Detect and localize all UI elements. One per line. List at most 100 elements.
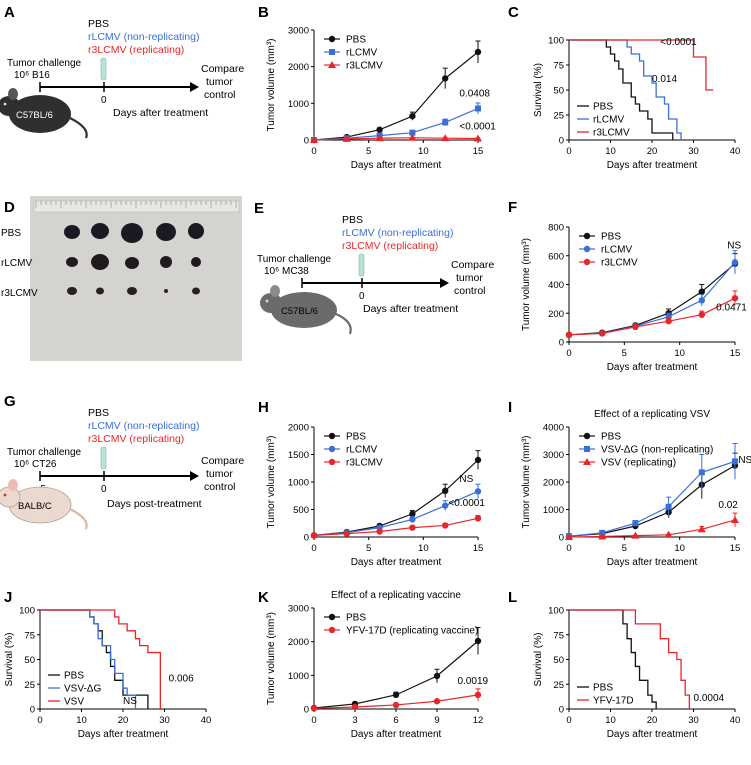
series-line-rLCMV	[313, 107, 479, 141]
label-pbs: PBS	[88, 407, 109, 419]
x-tick-label: 15	[473, 543, 484, 554]
data-point	[665, 503, 672, 510]
syringe-icon	[100, 446, 107, 470]
p-value-annotation: 0.0004	[694, 693, 725, 704]
data-point	[409, 524, 416, 531]
survival-curve-VSV	[40, 609, 161, 709]
x-axis-label: Days after treatment	[351, 557, 442, 568]
panel-letter-d: D	[4, 199, 15, 216]
y-axis-label: Tumor volume (mm³)	[266, 436, 277, 529]
y-tick-label: 50	[553, 86, 564, 97]
x-tick-label: 0	[37, 715, 42, 726]
panel-letter-a: A	[4, 4, 15, 21]
x-tick-label: 20	[118, 715, 129, 726]
x-tick-label: 0	[311, 146, 316, 157]
mouse-icon	[0, 479, 88, 530]
x-tick-label: 10	[674, 543, 685, 554]
chart-panel-k: K Effect of a replicating vaccine 0 1000 200…	[258, 589, 489, 740]
data-point	[697, 525, 706, 533]
legend-marker	[328, 61, 336, 68]
compare-line-3: control	[454, 285, 486, 297]
compare-line-3: control	[204, 481, 236, 493]
x-tick-label: 5	[622, 543, 627, 554]
mouse-strain-label: C57BL/6	[281, 306, 318, 317]
survival-curve-rLCMV	[569, 39, 682, 140]
x-tick-label: 10	[418, 543, 429, 554]
mouse-strain-label: BALB/C	[18, 501, 52, 512]
y-tick-label: 2000	[288, 423, 309, 434]
y-tick-label: 0	[559, 705, 564, 716]
cell-dose-label: 10⁶ MC38	[264, 266, 309, 277]
legend-label: rLCMV	[346, 48, 377, 59]
p-value-annotation: <0.0001	[660, 37, 697, 48]
data-point	[409, 516, 416, 523]
series-line-PBS	[568, 464, 736, 537]
data-point	[474, 134, 482, 142]
p-value-annotation: 0.02	[718, 500, 738, 511]
label-r3lcmv: r3LCMV (replicating)	[88, 433, 184, 445]
legend-marker	[328, 445, 336, 453]
tick-label-zero: 0	[101, 95, 107, 106]
compare-line-2: tumor	[456, 272, 483, 284]
x-tick-label: 40	[201, 715, 212, 726]
label-pbs: PBS	[88, 18, 109, 30]
legend-label: VSV-ΔG (non-replicating)	[601, 445, 713, 456]
survival-curve-VSV-ΔG	[40, 609, 137, 709]
y-axis-label: Tumor volume (mm³)	[266, 612, 277, 705]
timeline-xlabel: Days post-treatment	[107, 498, 202, 510]
legend-label: PBS	[601, 232, 621, 243]
legend-marker	[583, 458, 591, 465]
legend-label: rLCMV	[601, 245, 632, 256]
data-point	[392, 701, 400, 709]
survival-curve-PBS	[569, 609, 657, 709]
data-point	[474, 515, 482, 522]
legend-marker	[583, 432, 591, 440]
y-tick-label: 400	[548, 280, 564, 291]
legend-marker	[583, 232, 591, 240]
legend-label: r3LCMV	[593, 128, 630, 139]
x-tick-label: 6	[393, 715, 398, 726]
tumor-row-r3lcmv	[67, 287, 200, 295]
p-value-annotation: 0.006	[169, 673, 194, 684]
y-tick-label: 0	[559, 136, 564, 147]
tumor-challenge-label: Tumor challenge	[7, 58, 82, 69]
data-point	[375, 134, 384, 142]
data-point	[599, 330, 606, 337]
label-rlcmv: rLCMV (non-replicating)	[88, 31, 199, 43]
data-point	[474, 691, 482, 699]
data-point	[698, 288, 705, 295]
p-value-annotation: 0.014	[652, 74, 677, 85]
series-line-r3LCMV	[568, 297, 736, 336]
data-point	[442, 502, 449, 509]
data-point	[310, 136, 318, 143]
x-tick-label: 0	[566, 146, 571, 157]
x-tick-label: 10	[674, 348, 685, 359]
data-point	[731, 515, 739, 523]
legend-marker	[328, 613, 336, 621]
series-line-r3LCMV	[313, 517, 479, 536]
tumor-row-rlcmv	[66, 254, 201, 270]
y-tick-label: 75	[24, 630, 35, 641]
y-tick-label: 100	[548, 606, 564, 617]
panel-letter-g: G	[4, 393, 16, 410]
legend-marker	[584, 446, 590, 452]
legend-label: VSV-ΔG	[64, 684, 101, 695]
x-tick-label: 15	[473, 146, 484, 157]
legend-label: YFV-17D	[593, 696, 634, 707]
timeline-arrow-icon	[440, 278, 449, 288]
data-point	[565, 331, 573, 339]
y-tick-label: 100	[19, 606, 35, 617]
panel-letter: K	[258, 589, 269, 606]
data-point	[310, 705, 318, 712]
tumor-row-pbs	[64, 223, 204, 243]
legend-marker	[328, 35, 336, 43]
y-tick-label: 0	[559, 533, 564, 544]
x-tick-label: 0	[311, 715, 316, 726]
data-point	[442, 487, 449, 494]
panel-letter: F	[508, 199, 517, 216]
data-point	[698, 469, 705, 476]
legend-label: VSV (replicating)	[601, 458, 676, 469]
data-point	[392, 691, 400, 699]
panel-letter-e: E	[254, 200, 264, 217]
mouse-strain-label: C57BL/6	[16, 110, 53, 121]
